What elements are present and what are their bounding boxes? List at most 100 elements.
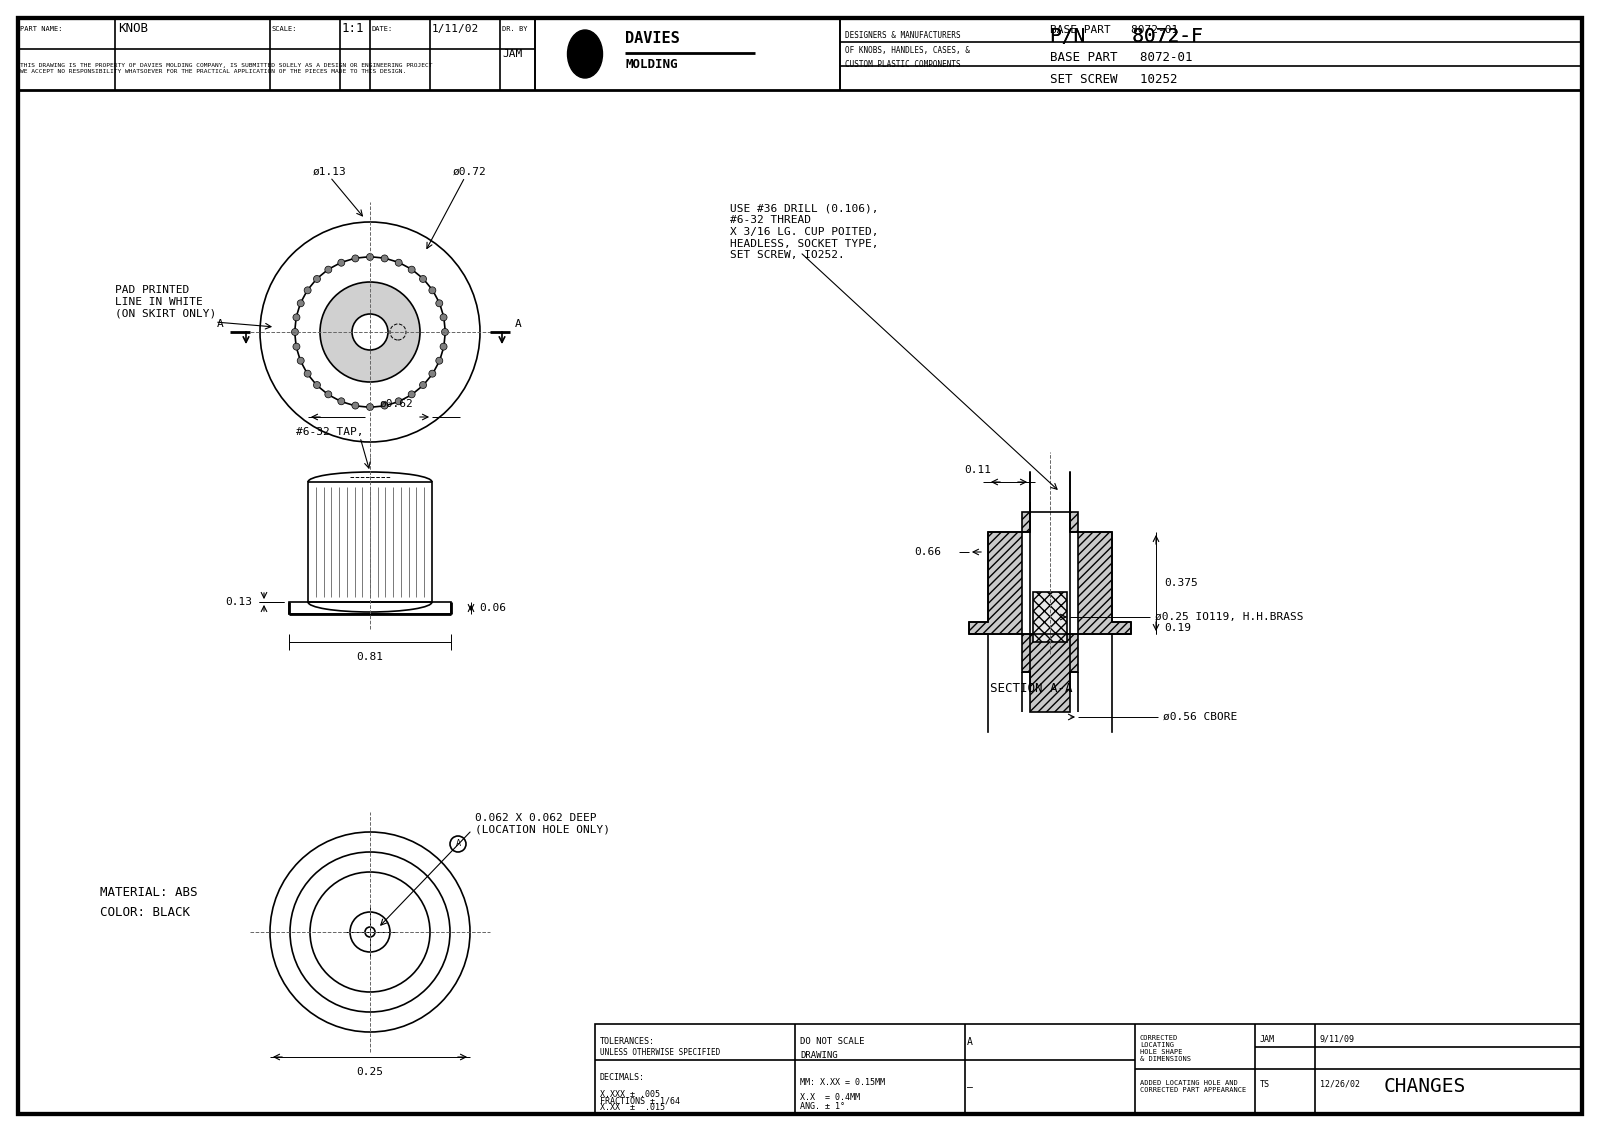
Circle shape [325,266,331,273]
Bar [18,18,1582,91]
Text: UNLESS OTHERWISE SPECIFIED: UNLESS OTHERWISE SPECIFIED [600,1048,720,1057]
Text: 12/26/02: 12/26/02 [1320,1080,1360,1089]
Text: P/N    8072-F: P/N 8072-F [1050,26,1203,45]
Circle shape [338,259,344,266]
Circle shape [298,300,304,307]
Text: DECIMALS:: DECIMALS: [600,1073,645,1082]
Text: 0.81: 0.81 [357,652,384,662]
Circle shape [325,391,331,397]
Circle shape [381,255,389,261]
Text: A: A [515,319,522,329]
Text: FRACTIONS ± 1/64: FRACTIONS ± 1/64 [600,1096,680,1105]
Bar [290,602,451,614]
Text: A: A [966,1037,973,1047]
Text: DR. BY: DR. BY [502,26,528,32]
Bar [307,482,432,602]
Text: —: — [966,1082,973,1092]
Text: JAM: JAM [502,49,522,59]
Circle shape [408,391,414,397]
Polygon shape [1034,592,1067,642]
Text: 0.06: 0.06 [478,603,506,614]
Circle shape [320,282,419,381]
Text: USE #36 DRILL (0.106),
#6-32 THREAD
X 3/16 LG. CUP POITED,
HEADLESS, SOCKET TYPE: USE #36 DRILL (0.106), #6-32 THREAD X 3/… [730,204,878,260]
Text: A: A [456,840,461,849]
Circle shape [314,381,320,388]
Text: X.X  = 0.4MM: X.X = 0.4MM [800,1094,861,1103]
Text: PAD PRINTED
LINE IN WHITE
(ON SKIRT ONLY): PAD PRINTED LINE IN WHITE (ON SKIRT ONLY… [115,285,216,318]
Text: MATERIAL: ABS: MATERIAL: ABS [99,885,197,899]
Text: 0.25: 0.25 [357,1067,384,1077]
Circle shape [352,255,358,261]
Circle shape [440,343,446,350]
Circle shape [293,314,299,320]
Text: ANG. ± 1°: ANG. ± 1° [800,1103,845,1112]
Circle shape [304,370,310,377]
Circle shape [352,314,387,350]
Circle shape [293,343,299,350]
Text: SET SCREW   10252: SET SCREW 10252 [1050,72,1178,86]
Ellipse shape [568,31,603,78]
Circle shape [440,314,446,320]
Text: CUSTOM PLASTIC COMPONENTS: CUSTOM PLASTIC COMPONENTS [845,60,960,69]
Circle shape [435,300,443,307]
Text: ø0.56 CBORE: ø0.56 CBORE [1163,712,1237,722]
Circle shape [408,266,414,273]
Circle shape [429,370,435,377]
Text: ø1.13: ø1.13 [314,168,347,177]
Circle shape [435,358,443,365]
Text: CHANGES: CHANGES [1384,1078,1466,1097]
Text: OF KNOBS, HANDLES, CASES, &: OF KNOBS, HANDLES, CASES, & [845,46,970,54]
Text: ø0.62: ø0.62 [381,398,414,409]
Text: SECTION A-A: SECTION A-A [990,683,1072,695]
Circle shape [429,286,435,294]
Circle shape [298,358,304,365]
Text: 0.11: 0.11 [965,465,992,475]
Text: 0.13: 0.13 [226,597,253,607]
Text: ø0.72: ø0.72 [453,168,486,177]
Text: 0.19: 0.19 [1165,623,1190,633]
Text: 1:1: 1:1 [342,23,365,35]
Text: PART NAME:: PART NAME: [19,26,62,32]
Text: DAVIES: DAVIES [626,31,680,45]
Circle shape [442,328,448,335]
Text: 0.66: 0.66 [914,547,941,557]
Text: TS: TS [1261,1080,1270,1089]
Text: P/N    8072-F: P/N 8072-F [1050,26,1203,45]
Circle shape [366,403,373,411]
Circle shape [338,397,344,405]
Text: DESIGNERS & MANUFACTURERS: DESIGNERS & MANUFACTURERS [845,32,960,41]
Text: COLOR: BLACK: COLOR: BLACK [99,906,190,918]
Circle shape [395,397,402,405]
Text: JAM: JAM [1261,1035,1275,1044]
Text: BASE PART   8072-01: BASE PART 8072-01 [1050,51,1192,65]
Text: A: A [216,319,224,329]
Text: X.XX  ±  .015: X.XX ± .015 [600,1104,666,1113]
Text: MOLDING: MOLDING [626,59,677,71]
Text: SCALE:: SCALE: [272,26,298,32]
Text: X.XXX ± .005: X.XXX ± .005 [600,1090,661,1099]
Text: 0.375: 0.375 [1165,578,1198,588]
Text: 1/11/02: 1/11/02 [432,24,480,34]
Circle shape [395,259,402,266]
Text: DATE:: DATE: [371,26,394,32]
Text: BASE PART   8072-01: BASE PART 8072-01 [1050,25,1178,35]
Text: ø0.25 IO119, H.H.BRASS: ø0.25 IO119, H.H.BRASS [1155,612,1304,621]
Text: ADDED LOCATING HOLE AND
CORRECTED PART APPEARANCE: ADDED LOCATING HOLE AND CORRECTED PART A… [1139,1080,1246,1092]
Text: CORRECTED
LOCATING
HOLE SHAPE
& DIMENSIONS: CORRECTED LOCATING HOLE SHAPE & DIMENSIO… [1139,1035,1190,1062]
Circle shape [304,286,310,294]
Circle shape [352,402,358,409]
Polygon shape [970,501,1131,712]
Circle shape [291,328,299,335]
Text: THIS DRAWING IS THE PROPERTY OF DAVIES MOLDING COMPANY, IS SUBMITTED SOLELY AS A: THIS DRAWING IS THE PROPERTY OF DAVIES M… [19,63,432,74]
Text: DO NOT SCALE: DO NOT SCALE [800,1038,864,1046]
Circle shape [419,381,427,388]
Text: KNOB: KNOB [118,23,147,35]
Text: 9/11/09: 9/11/09 [1320,1035,1355,1044]
Bar [595,1024,1582,1114]
Circle shape [381,402,389,409]
Text: MM: X.XX = 0.15MM: MM: X.XX = 0.15MM [800,1078,885,1087]
Text: 0.062 X 0.062 DEEP
(LOCATION HOLE ONLY): 0.062 X 0.062 DEEP (LOCATION HOLE ONLY) [475,813,610,834]
Circle shape [419,275,427,283]
Text: DRAWING: DRAWING [800,1050,838,1060]
Text: #6-32 TAP,: #6-32 TAP, [296,427,363,437]
